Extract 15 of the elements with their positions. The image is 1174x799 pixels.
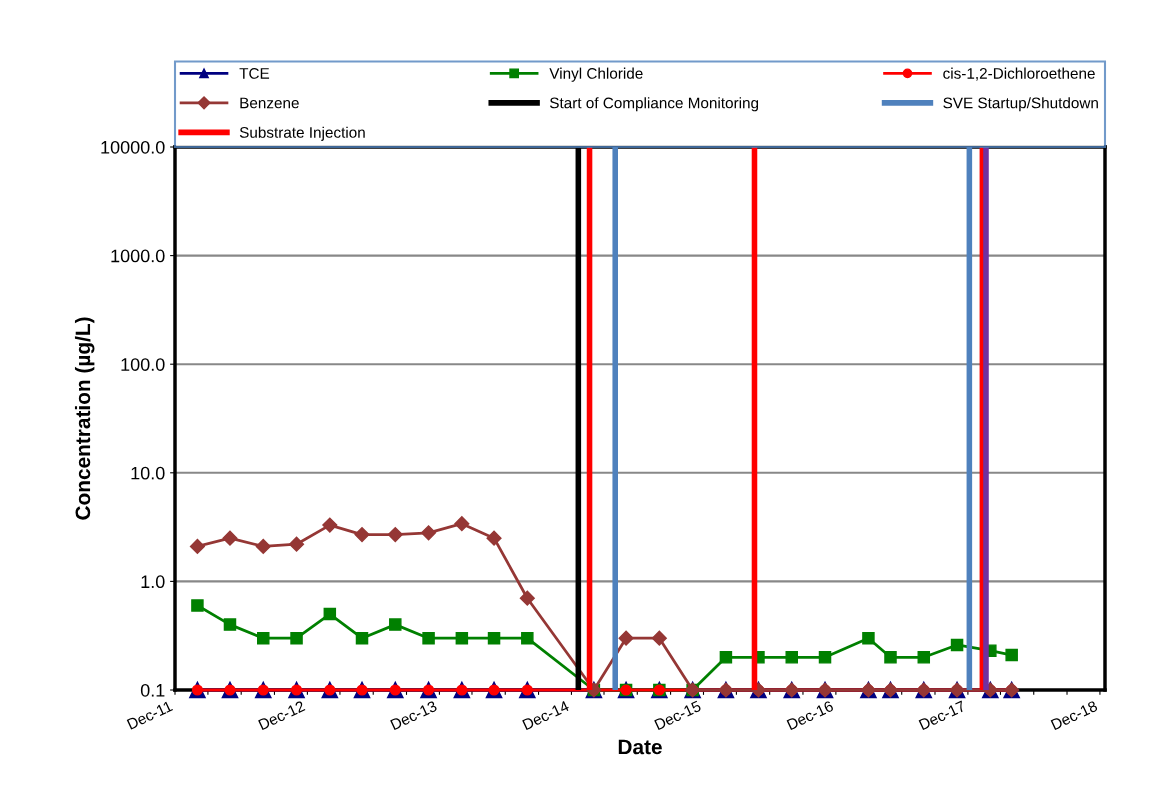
y-axis-title: Concentration (µg/L) bbox=[74, 317, 95, 520]
legend-label: Start of Compliance Monitoring bbox=[549, 97, 759, 112]
legend-label: Substrate Injection bbox=[239, 126, 365, 141]
y-tick-label: 100.0 bbox=[121, 358, 165, 371]
legend-label: Benzene bbox=[240, 97, 299, 109]
y-tick-label: 10000.0 bbox=[101, 140, 165, 154]
y-tick-label: 1.0 bbox=[141, 575, 165, 589]
y-tick-label: 1000.0 bbox=[111, 249, 165, 263]
legend-label: Vinyl Chloride bbox=[549, 67, 643, 82]
x-axis-title: Date bbox=[618, 739, 662, 755]
legend-label: cis-1,2-Dichloroethene bbox=[943, 67, 1095, 81]
legend-label: SVE Startup/Shutdown bbox=[943, 97, 1098, 112]
y-tick-label: 0.1 bbox=[140, 683, 165, 697]
y-tick-label: 10.0 bbox=[131, 466, 165, 480]
legend-label: TCE bbox=[239, 68, 270, 79]
